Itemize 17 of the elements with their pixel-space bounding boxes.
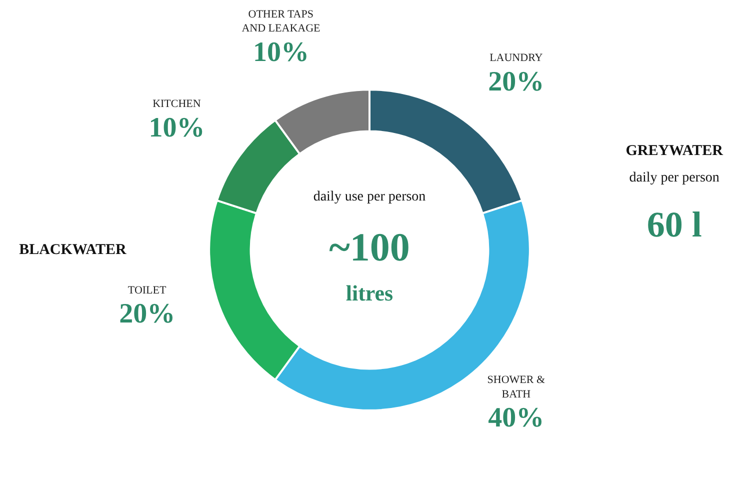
- text: 60 l: [646, 204, 702, 244]
- text: daily per person: [629, 170, 720, 186]
- text: daily use per person: [313, 190, 426, 205]
- data-label: 20%: [119, 298, 176, 330]
- text: GREYWATER: [626, 142, 724, 159]
- slice-label: LAUNDRY: [490, 52, 543, 64]
- text: litres: [346, 280, 394, 306]
- data-label: 40%: [488, 402, 544, 434]
- slice-label: TOILET: [128, 284, 166, 297]
- data-label: 10%: [148, 112, 205, 144]
- text: BLACKWATER: [19, 242, 126, 258]
- slice-label: OTHER TAPS AND LEAKAGE: [242, 8, 321, 35]
- data-label: 20%: [488, 66, 544, 98]
- data-label: 10%: [252, 36, 309, 68]
- slice-label: KITCHEN: [152, 98, 201, 110]
- slice-label: SHOWER & BATH: [487, 374, 546, 401]
- text: ~100: [329, 224, 410, 270]
